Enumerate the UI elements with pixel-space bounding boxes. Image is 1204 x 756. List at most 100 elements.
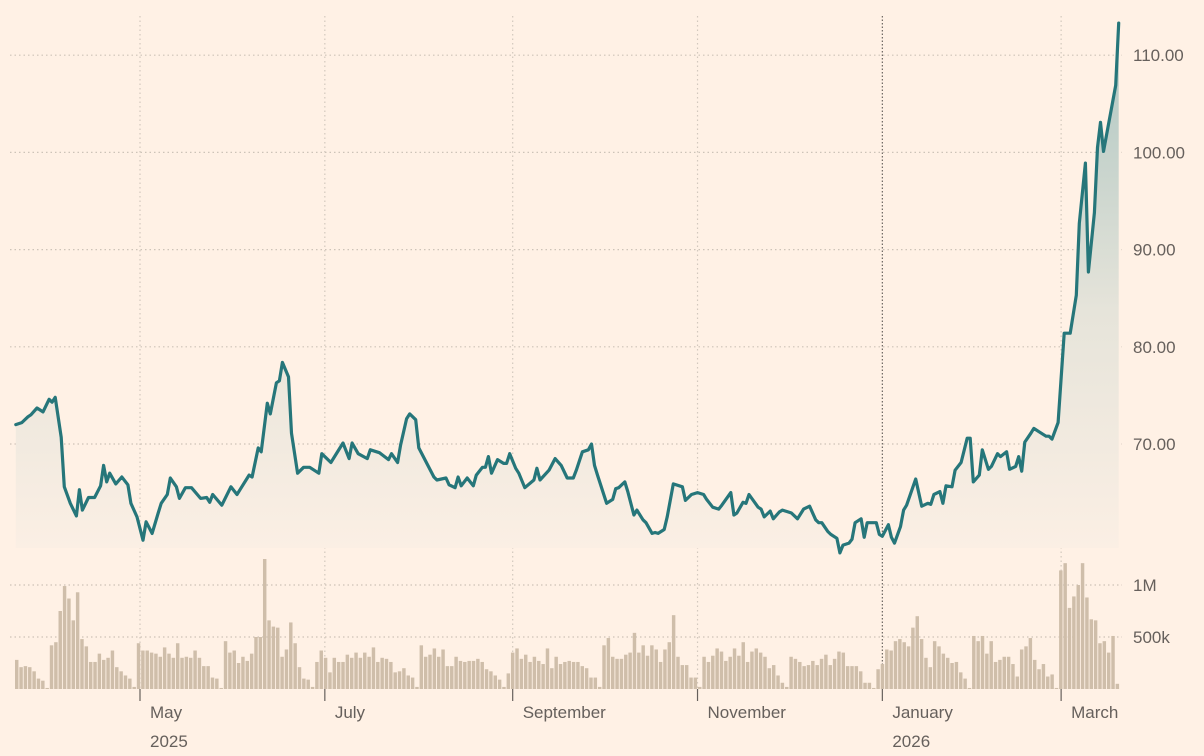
volume-bar <box>423 656 428 689</box>
volume-bar <box>932 641 937 689</box>
volume-bar <box>106 657 110 689</box>
volume-bar <box>558 664 563 689</box>
volume-bar <box>641 645 645 689</box>
volume-bar <box>467 660 471 689</box>
volume-bar <box>232 650 236 689</box>
volume-bar <box>489 671 493 689</box>
volume-bar <box>1002 656 1006 689</box>
volume-bar <box>319 650 323 689</box>
volume-bar <box>328 672 332 689</box>
volume-bar <box>1106 652 1111 689</box>
volume-bar <box>54 642 58 689</box>
volume-bar <box>371 647 376 689</box>
volume-bar <box>824 654 828 689</box>
volume-tick-label: 500k <box>1133 628 1170 647</box>
volume-bar <box>837 651 841 689</box>
volume-bar <box>937 646 941 689</box>
volume-bar <box>458 660 463 689</box>
volume-bar <box>332 657 337 689</box>
volume-bar <box>276 627 280 689</box>
volume-bar <box>271 626 276 689</box>
volume-bar <box>597 686 602 689</box>
volume-bar <box>550 668 554 689</box>
volume-bar <box>580 666 585 689</box>
volume-bar <box>245 660 250 689</box>
volume-bar <box>1059 570 1063 689</box>
volume-bar <box>23 666 28 689</box>
volume-bar <box>724 660 728 689</box>
volume-bar <box>902 642 906 689</box>
volume-bar <box>928 667 933 689</box>
volume-bar <box>36 678 41 689</box>
volume-bar <box>380 657 384 689</box>
volume-bar <box>280 656 284 689</box>
volume-bar <box>1015 676 1020 689</box>
volume-bar <box>463 661 467 689</box>
volume-bar <box>167 653 171 689</box>
volume-bar <box>297 667 302 689</box>
volume-bar <box>893 641 898 689</box>
volume-bar <box>502 686 506 689</box>
volume-bar <box>728 656 732 689</box>
volume-bar <box>985 653 989 689</box>
volume-bar <box>980 635 985 689</box>
volume-bar <box>215 678 219 689</box>
volume-bar <box>436 656 441 689</box>
volume-bar <box>671 615 676 689</box>
volume-bar <box>911 627 915 689</box>
x-tick-label: March <box>1071 703 1118 722</box>
volume-bar <box>471 660 476 689</box>
volume-bar <box>732 648 737 689</box>
volume-bar <box>254 637 258 689</box>
volume-bar <box>576 661 580 689</box>
volume-bar <box>480 661 484 689</box>
volume-bar <box>197 657 202 689</box>
volume-bar <box>702 656 706 689</box>
x-tick-label: November <box>708 703 787 722</box>
volume-bar <box>993 661 998 689</box>
volume-bar <box>1076 585 1080 689</box>
price-tick-label: 80.00 <box>1133 338 1176 357</box>
volume-bar <box>898 639 902 689</box>
price-line <box>14 21 1121 555</box>
volume-bar <box>58 611 62 689</box>
volume-bar <box>262 559 267 689</box>
volume-bar <box>959 672 963 689</box>
volume-bar <box>737 655 741 689</box>
volume-bar <box>510 652 515 689</box>
volume-bar <box>110 650 115 689</box>
volume-bar <box>84 646 89 689</box>
volume-bar <box>141 650 145 689</box>
volume-bar <box>584 668 589 689</box>
volume-bar <box>532 656 537 689</box>
volume-bar <box>67 598 71 689</box>
volume-bar <box>445 666 450 689</box>
volume-bar <box>698 686 702 689</box>
volume-bar <box>976 641 980 689</box>
volume-bar <box>28 667 32 689</box>
volume-bar <box>136 643 141 689</box>
volume-bar <box>1072 596 1076 689</box>
volume-bar <box>624 654 628 689</box>
volume-bar <box>45 687 49 689</box>
volume-bar <box>441 649 445 689</box>
volume-bar <box>815 665 819 689</box>
volume-bar <box>541 664 545 689</box>
volume-bar <box>719 651 724 689</box>
volume-bar <box>432 648 437 689</box>
volume-bar <box>354 652 358 689</box>
volume-bar <box>506 673 511 689</box>
volume-bar <box>123 675 128 689</box>
volume-bar <box>293 643 297 689</box>
volume-bar <box>676 656 680 689</box>
volume-bar <box>963 678 967 689</box>
volume-bar <box>906 646 911 689</box>
volume-bar <box>162 647 167 689</box>
volume-bar <box>876 669 880 689</box>
volume-bar <box>1093 620 1098 689</box>
volume-bar <box>306 679 310 689</box>
volume-bar <box>154 653 158 689</box>
volume-bar <box>637 652 641 689</box>
volume-bar <box>206 666 210 689</box>
volume-bar <box>1111 635 1115 689</box>
